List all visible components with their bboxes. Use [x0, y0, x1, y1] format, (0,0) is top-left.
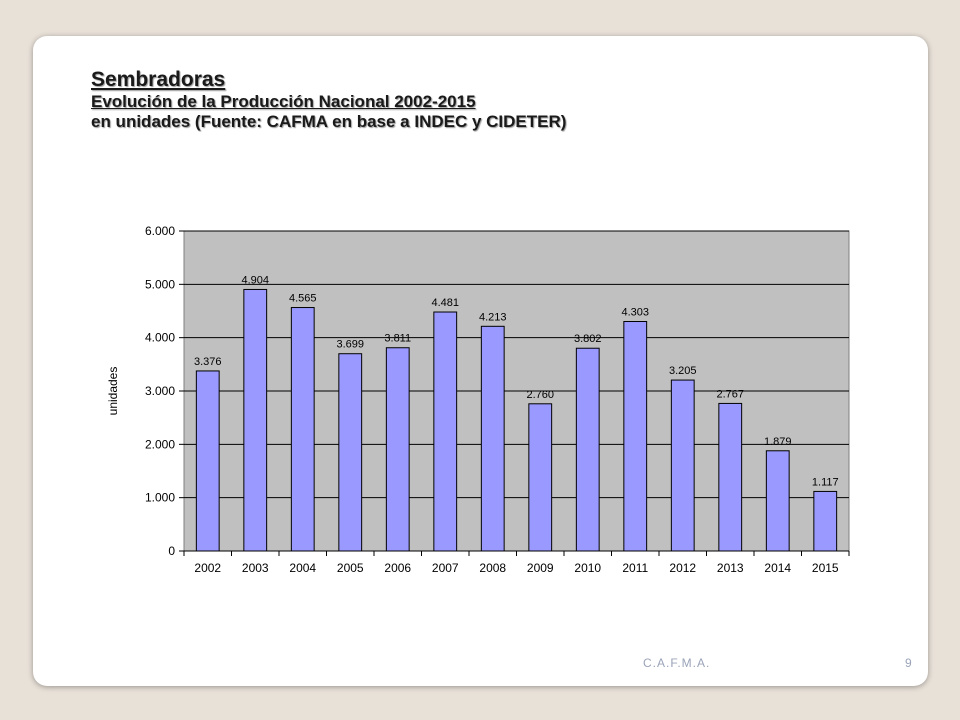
- y-tick-label: 5.000: [145, 277, 175, 291]
- x-tick-label: 2014: [764, 561, 791, 575]
- title-block: Sembradoras Evolución de la Producción N…: [91, 68, 566, 132]
- slide: Sembradoras Evolución de la Producción N…: [33, 36, 928, 686]
- data-label: 4.565: [289, 293, 317, 305]
- data-label: 3.205: [669, 365, 697, 377]
- data-label: 3.811: [384, 333, 411, 345]
- bar: [195, 370, 220, 552]
- x-tick-label: 2011: [622, 561, 648, 575]
- bar: [528, 403, 553, 552]
- y-axis-label: unidades: [106, 367, 120, 416]
- bar: [290, 307, 315, 552]
- bar: [385, 347, 410, 552]
- bar-chart: 0 1.000 2.000 3.000 4.000 5.000 6.000 unidades 3…: [106, 224, 850, 575]
- slide-title: Sembradoras: [91, 68, 226, 91]
- data-label: 3.802: [574, 333, 602, 345]
- bar: [813, 490, 838, 552]
- data-label: 4.303: [621, 307, 649, 319]
- x-tick-label: 2012: [669, 561, 696, 575]
- data-label: 4.904: [241, 274, 269, 286]
- x-tick-label: 2004: [289, 561, 316, 575]
- x-tick-label: 2007: [432, 561, 459, 575]
- slide-subtitle-source: en unidades (Fuente: CAFMA en base a IND…: [91, 112, 567, 131]
- data-label: 3.699: [336, 339, 364, 351]
- bar: [480, 325, 505, 552]
- x-tick-label: 2006: [384, 561, 411, 575]
- data-label: 1.117: [812, 476, 839, 488]
- y-tick-label: 0: [168, 544, 175, 558]
- x-tick-label: 2002: [194, 561, 221, 575]
- data-label: 3.376: [194, 356, 222, 368]
- bar: [623, 321, 648, 552]
- bar: [670, 379, 695, 552]
- page-number: 9: [905, 656, 912, 670]
- x-tick-label: 2009: [527, 561, 554, 575]
- slide-subtitle: Evolución de la Producción Nacional 2002…: [91, 92, 476, 111]
- bar: [718, 402, 743, 552]
- x-tick-label: 2005: [337, 561, 364, 575]
- data-label: 1.879: [764, 436, 792, 448]
- bar: [765, 450, 790, 552]
- y-tick-label: 2.000: [145, 437, 175, 451]
- y-tick-label: 4.000: [145, 331, 175, 345]
- bar: [575, 347, 600, 552]
- bar: [338, 353, 363, 552]
- bar: [243, 288, 268, 552]
- y-tick-label: 6.000: [145, 224, 175, 238]
- x-tick-label: 2015: [812, 561, 839, 575]
- data-label: 4.481: [431, 297, 459, 309]
- x-tick-label: 2008: [479, 561, 506, 575]
- x-tick-label: 2010: [574, 561, 601, 575]
- bar: [433, 311, 458, 552]
- y-tick-label: 1.000: [145, 491, 175, 505]
- x-tick-label: 2013: [717, 561, 744, 575]
- data-label: 2.767: [716, 388, 744, 400]
- data-label: 4.213: [479, 311, 507, 323]
- data-label: 2.760: [526, 389, 554, 401]
- footer-text: C.A.F.M.A.: [643, 656, 711, 670]
- y-tick-label: 3.000: [145, 384, 175, 398]
- x-tick-label: 2003: [242, 561, 269, 575]
